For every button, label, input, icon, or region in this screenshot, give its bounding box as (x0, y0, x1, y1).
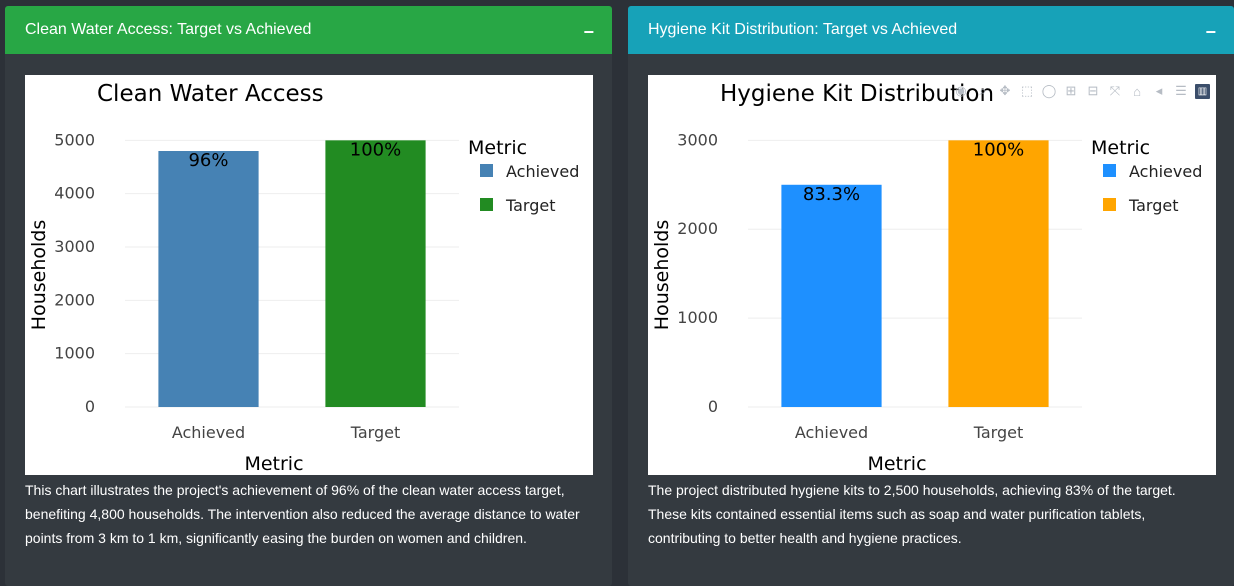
x-tick-label: Target (350, 423, 401, 442)
chart-title: Clean Water Access (97, 81, 324, 107)
chart-description: The project distributed hygiene kits to … (648, 482, 1176, 546)
bar-target (325, 140, 426, 407)
hygiene-kit-box: Hygiene Kit Distribution: Target vs Achi… (628, 6, 1234, 586)
legend-entry: Target (1128, 196, 1179, 215)
clean-water-box-header: Clean Water Access: Target vs Achieved − (5, 6, 612, 54)
spike-lines-icon[interactable]: ◂ (1155, 83, 1163, 98)
x-tick-label: Achieved (795, 423, 868, 442)
data-label: 83.3% (803, 184, 860, 205)
bar-achieved (781, 184, 882, 407)
x-axis-title: Metric (244, 453, 303, 475)
chart-description: This chart illustrates the project's ach… (25, 482, 580, 546)
legend-entry: Target (505, 196, 556, 215)
clean-water-box: Clean Water Access: Target vs Achieved −… (5, 6, 612, 586)
legend-title: Metric (1091, 137, 1150, 159)
y-axis-title: Households (651, 220, 673, 330)
camera-icon[interactable]: ◉ (955, 83, 967, 98)
x-axis-title: Metric (867, 453, 926, 475)
y-tick-label: 0 (708, 397, 718, 416)
y-tick-label: 2000 (677, 219, 718, 238)
legend-swatch (480, 164, 493, 177)
bar-achieved (158, 151, 259, 407)
hygiene-kit-box-header: Hygiene Kit Distribution: Target vs Achi… (628, 6, 1234, 54)
hygiene-kit-chart[interactable]: 0 1000 2000 3000 83.3% Achieved 100% Target Hygi… (648, 75, 1216, 475)
home-icon[interactable]: ⌂ (1133, 83, 1141, 99)
y-tick-label: 4000 (54, 184, 95, 203)
zoom-icon[interactable]: ⌕ (979, 83, 987, 98)
box-title: Hygiene Kit Distribution: Target vs Achi… (648, 21, 958, 38)
data-label: 100% (350, 139, 401, 160)
collapse-button[interactable]: − (583, 22, 594, 42)
data-label: 100% (973, 139, 1024, 160)
lasso-icon[interactable]: ◯ (1041, 83, 1057, 98)
y-tick-label: 2000 (54, 290, 95, 309)
box-title: Clean Water Access: Target vs Achieved (25, 21, 312, 38)
hover-compare-icon[interactable]: ☰ (1175, 83, 1187, 98)
y-tick-label: 5000 (54, 130, 95, 149)
y-axis-title: Households (28, 220, 50, 330)
legend-swatch (1103, 164, 1116, 177)
legend-swatch (480, 198, 493, 211)
plotly-logo-icon[interactable]: ▥ (1195, 83, 1210, 99)
legend-swatch (1103, 198, 1116, 211)
zoom-out-icon[interactable]: ⊟ (1087, 83, 1099, 98)
zoom-in-icon[interactable]: ⊞ (1065, 83, 1077, 98)
collapse-button[interactable]: − (1205, 22, 1216, 42)
plot-modebar: ◉ ⌕ ✥ ⬚ ◯ ⊞ ⊟ ⤧ ⌂ ◂ ☰ ▥ (953, 83, 1210, 99)
x-tick-label: Achieved (172, 423, 245, 442)
bar-target (948, 140, 1049, 407)
x-tick-label: Target (973, 423, 1024, 442)
chart-title: Hygiene Kit Distribution (720, 81, 994, 107)
legend-entry: Achieved (506, 162, 579, 181)
autoscale-icon[interactable]: ⤧ (1109, 83, 1121, 98)
y-tick-label: 3000 (54, 237, 95, 256)
y-tick-label: 1000 (54, 344, 95, 363)
legend-title: Metric (468, 137, 527, 159)
y-tick-label: 3000 (677, 130, 718, 149)
box-select-icon[interactable]: ⬚ (1020, 83, 1034, 98)
clean-water-chart-svg: 0 1000 2000 3000 4000 5000 96% Achieved 100% Targ… (28, 81, 579, 475)
data-label: 96% (188, 150, 228, 171)
clean-water-chart[interactable]: 0 1000 2000 3000 4000 5000 96% Achieved 100% Targ… (25, 75, 593, 475)
hygiene-kit-chart-svg: 0 1000 2000 3000 83.3% Achieved 100% Target Hygi… (651, 81, 1202, 475)
legend-entry: Achieved (1129, 162, 1202, 181)
y-tick-label: 0 (85, 397, 95, 416)
y-tick-label: 1000 (677, 308, 718, 327)
pan-icon[interactable]: ✥ (999, 83, 1011, 98)
